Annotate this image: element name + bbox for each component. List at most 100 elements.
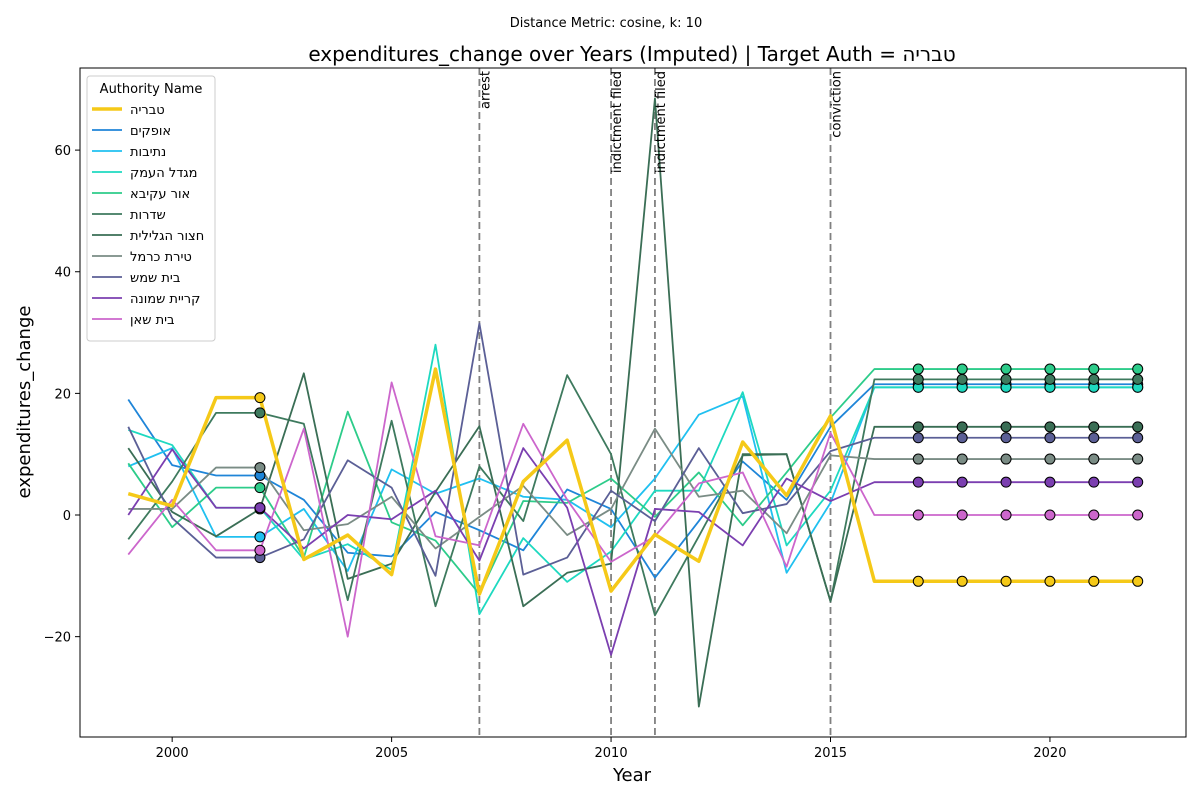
imputed-point — [1088, 453, 1100, 465]
imputed-point — [254, 502, 266, 514]
imputed-point — [1132, 432, 1144, 444]
series-line — [127, 367, 1138, 596]
legend-label: נתיבות — [130, 145, 166, 160]
imputed-point — [912, 421, 924, 433]
imputed-point — [912, 575, 924, 587]
imputed-point — [254, 392, 266, 404]
legend-label: בית שאן — [130, 313, 175, 328]
imputed-point — [1132, 421, 1144, 433]
event-label: indictment filed — [654, 71, 669, 173]
legend-label: טבריה — [130, 103, 165, 118]
imputed-point — [912, 363, 924, 375]
imputed-point — [1088, 432, 1100, 444]
y-tick-label: −20 — [44, 631, 71, 646]
legend-title: Authority Name — [100, 82, 203, 97]
imputed-point — [1088, 575, 1100, 587]
imputed-point — [1132, 363, 1144, 375]
imputed-point — [956, 432, 968, 444]
imputed-point — [1044, 575, 1056, 587]
event-label: indictment filed — [610, 71, 625, 173]
imputed-point — [912, 373, 924, 385]
imputed-point — [1132, 453, 1144, 465]
series-line — [127, 381, 1138, 638]
imputed-point — [1044, 509, 1056, 521]
imputed-point — [1044, 363, 1056, 375]
imputed-point — [1000, 453, 1012, 465]
imputed-point — [956, 421, 968, 433]
imputed-point — [254, 531, 266, 543]
event-label: conviction — [830, 71, 845, 138]
imputed-point — [912, 509, 924, 521]
x-tick-label: 2000 — [156, 746, 189, 761]
series-line — [127, 386, 1138, 574]
y-tick-label: 0 — [63, 509, 71, 524]
x-tick-label: 2015 — [814, 746, 847, 761]
legend-label: חצור הגלילית — [130, 229, 204, 244]
legend: Authority Name טבריה אופקים נתיבות מגדל העמק… — [86, 75, 216, 342]
legend-label: בית שמש — [130, 271, 180, 286]
imputed-point — [1000, 363, 1012, 375]
imputed-point — [1044, 453, 1056, 465]
series-line — [127, 97, 1138, 708]
x-tick-label: 2010 — [595, 746, 628, 761]
imputed-point — [1044, 476, 1056, 488]
imputed-point — [912, 432, 924, 444]
imputed-point — [956, 373, 968, 385]
imputed-point — [1132, 476, 1144, 488]
legend-box — [86, 75, 216, 342]
imputed-point — [1000, 373, 1012, 385]
x-tick-label: 2020 — [1033, 746, 1066, 761]
imputed-point — [1088, 421, 1100, 433]
imputed-point — [1132, 575, 1144, 587]
imputed-point — [254, 482, 266, 494]
imputed-point — [1044, 432, 1056, 444]
imputed-point — [956, 509, 968, 521]
series-line — [127, 447, 1138, 656]
imputed-point — [1000, 476, 1012, 488]
legend-label: מגדל העמק — [130, 166, 198, 181]
imputed-point — [1000, 432, 1012, 444]
imputed-point — [1000, 509, 1012, 521]
imputed-point — [1132, 509, 1144, 521]
imputed-point — [1000, 575, 1012, 587]
imputed-point — [1088, 509, 1100, 521]
x-tick-label: 2005 — [375, 746, 408, 761]
imputed-point — [254, 462, 266, 474]
y-axis-label: expenditures_change — [14, 306, 35, 499]
imputed-point — [912, 453, 924, 465]
imputed-point — [956, 363, 968, 375]
legend-label: קריית שמונה — [130, 292, 200, 307]
imputed-point — [1088, 476, 1100, 488]
imputed-point — [956, 575, 968, 587]
x-axis: 2000 2005 2010 2015 2020 — [156, 737, 1066, 761]
imputed-point — [1044, 373, 1056, 385]
series-line — [127, 374, 1138, 617]
imputed-point — [1132, 373, 1144, 385]
y-axis: −20 0 20 40 60 — [44, 144, 80, 646]
x-axis-label: Year — [612, 765, 652, 786]
imputed-point — [254, 407, 266, 419]
legend-label: אופקים — [130, 124, 171, 139]
plot-area: arrest indictment filed indictment filed co… — [127, 68, 1144, 737]
imputed-point — [956, 453, 968, 465]
imputed-point — [1088, 373, 1100, 385]
series-line — [127, 343, 1138, 616]
series-line — [127, 383, 1138, 579]
imputed-point — [1044, 421, 1056, 433]
legend-label: טירת כרמל — [130, 250, 192, 265]
series-line — [127, 368, 1138, 595]
y-tick-label: 20 — [54, 387, 71, 402]
figure-suptitle: Distance Metric: cosine, k: 10 — [510, 16, 702, 31]
y-tick-label: 40 — [54, 266, 71, 281]
legend-label: אור עקיבא — [130, 187, 190, 202]
y-tick-label: 60 — [54, 144, 71, 159]
imputed-point — [1000, 421, 1012, 433]
series-line — [128, 427, 1138, 550]
legend-label: שדרות — [130, 208, 166, 223]
imputed-point — [912, 476, 924, 488]
imputed-point — [254, 544, 266, 556]
chart-title: expenditures_change over Years (Imputed)… — [308, 42, 955, 66]
imputed-point — [956, 476, 968, 488]
